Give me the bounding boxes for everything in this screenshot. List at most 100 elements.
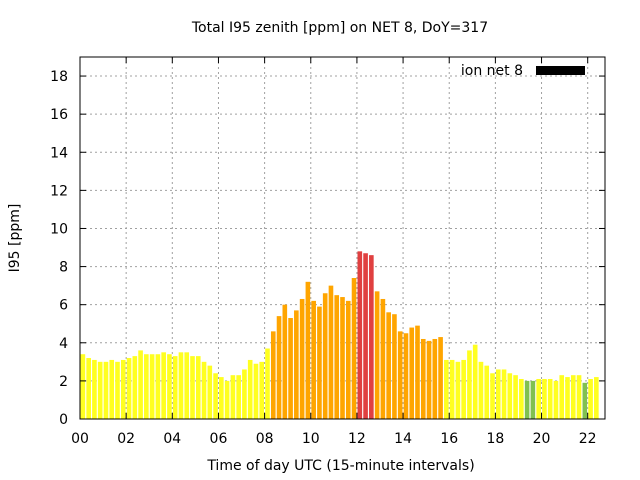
- bar: [288, 318, 293, 419]
- bar: [224, 380, 230, 419]
- x-axis-label: Time of day UTC (15-minute intervals): [206, 458, 474, 474]
- bar: [207, 365, 213, 419]
- bar: [109, 359, 115, 419]
- bar: [392, 314, 397, 419]
- bar: [270, 331, 276, 419]
- bar: [305, 281, 311, 419]
- bar: [236, 375, 241, 419]
- y-tick-label: 6: [59, 298, 68, 314]
- bar: [374, 291, 380, 419]
- bar: [449, 359, 455, 419]
- bar: [415, 325, 420, 419]
- bar: [570, 375, 576, 419]
- bar: [565, 377, 570, 419]
- legend-swatch: [536, 66, 585, 75]
- y-tick-label: 0: [59, 412, 68, 428]
- bar: [138, 350, 143, 419]
- x-tick-label: 20: [533, 431, 551, 447]
- bar: [276, 316, 282, 419]
- bar: [144, 354, 149, 419]
- bar: [242, 369, 247, 419]
- y-tick-label: 4: [59, 336, 68, 352]
- y-tick-label: 12: [50, 183, 68, 199]
- bar: [132, 356, 138, 419]
- bar: [594, 377, 599, 419]
- bar: [294, 310, 299, 419]
- bar: [507, 373, 513, 419]
- bar: [282, 304, 288, 419]
- bar: [438, 337, 443, 419]
- bar: [386, 312, 391, 419]
- bar: [432, 338, 438, 419]
- plot-frame: [79, 56, 606, 420]
- bar: [299, 298, 305, 419]
- bar: [444, 359, 449, 419]
- bar: [120, 359, 126, 419]
- bar: [409, 327, 415, 419]
- bar: [126, 358, 132, 419]
- x-tick-label: 08: [256, 431, 274, 447]
- bar: [317, 306, 322, 419]
- bar: [461, 359, 466, 419]
- bar: [178, 352, 184, 419]
- x-tick-label: 18: [486, 431, 504, 447]
- bar: [495, 369, 501, 419]
- bar: [547, 378, 553, 419]
- bar: [161, 352, 166, 419]
- bar: [172, 356, 178, 419]
- y-tick-label: 16: [50, 107, 68, 123]
- bar: [582, 382, 588, 419]
- x-tick-label: 14: [394, 431, 412, 447]
- x-tick-label: 02: [117, 431, 135, 447]
- bar: [213, 373, 218, 419]
- bar: [265, 348, 270, 419]
- bar: [478, 361, 484, 419]
- legend: ion net 8: [461, 63, 585, 79]
- bar: [311, 300, 316, 419]
- bar: [380, 298, 386, 419]
- y-tick-label: 8: [59, 260, 68, 276]
- bar: [524, 380, 530, 419]
- bar: [397, 331, 403, 419]
- bar: [576, 375, 582, 419]
- x-tick-label: 12: [348, 431, 366, 447]
- bar: [149, 354, 155, 419]
- bar: [247, 359, 253, 419]
- y-tick-label: 18: [50, 69, 68, 85]
- bar: [351, 278, 357, 419]
- bar: [195, 356, 201, 419]
- bar: [490, 373, 495, 419]
- bar: [420, 338, 426, 419]
- x-tick-label: 10: [302, 431, 320, 447]
- bar: [340, 297, 345, 419]
- bar: [334, 295, 340, 419]
- y-tick-label: 2: [59, 374, 68, 390]
- x-tick-label: 00: [71, 431, 89, 447]
- bar: [201, 361, 207, 419]
- bar: [328, 285, 334, 419]
- bar: [190, 356, 195, 419]
- bar: [103, 361, 109, 419]
- x-tick-label: 04: [163, 431, 181, 447]
- x-tick-label: 22: [579, 431, 597, 447]
- bar: [455, 361, 461, 419]
- bar: [369, 255, 374, 419]
- y-tick-label: 14: [50, 145, 68, 161]
- bar: [167, 354, 172, 419]
- bar: [253, 363, 259, 419]
- bar: [519, 378, 524, 419]
- bar: [80, 354, 86, 419]
- bar: [115, 361, 120, 419]
- bar: [92, 359, 97, 419]
- bar: [259, 361, 265, 419]
- y-axis-label: I95 [ppm]: [7, 204, 23, 273]
- bar: [357, 251, 363, 419]
- bar: [588, 378, 593, 419]
- x-tick-label: 16: [440, 431, 458, 447]
- bar: [322, 293, 328, 419]
- bar: [345, 300, 351, 419]
- y-tick-label: 10: [50, 221, 68, 237]
- bar: [472, 344, 478, 419]
- bar: [501, 369, 507, 419]
